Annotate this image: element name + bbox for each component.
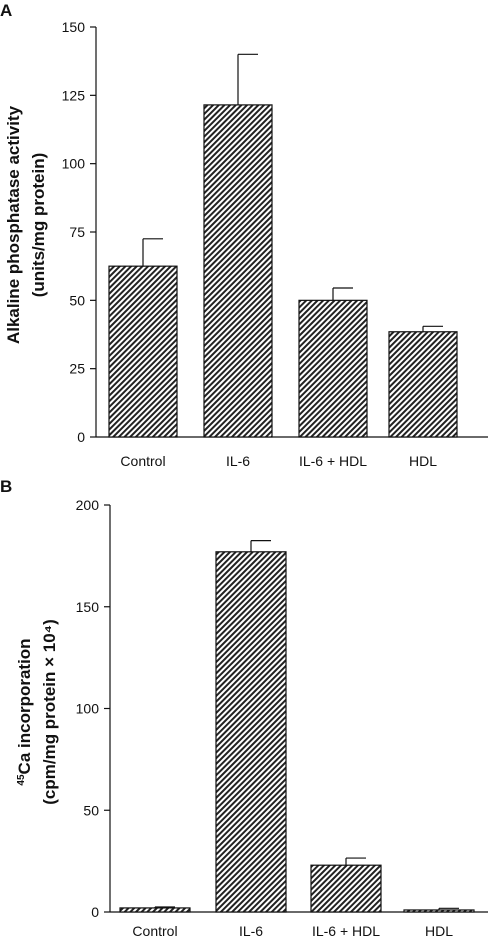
panel-b-category-label: HDL [425,923,453,939]
panel-a-y-tick-label: 0 [77,429,85,445]
panel-a-category-label: HDL [409,453,437,469]
panel-a-y-tick-label: 25 [69,361,85,377]
panel-b-ylabel-superscript: 45 [16,774,27,786]
panel-a-bar [298,299,368,438]
panel-a-bars [108,53,458,438]
panel-b-bars [119,540,475,913]
panel-a-bar [388,331,458,438]
panel-b-ylabel-rest: Ca incorporation [15,638,34,774]
panel-b-chart: B 45Ca incorporation (cpm/mg protein × 1… [0,477,488,939]
panel-a-ylabel-line1: Alkaline phosphatase activity [4,105,23,344]
panel-b-ylabel-line1: 45Ca incorporation [15,638,34,785]
panel-b-y-tick-label: 150 [76,599,100,615]
panel-a-y-tick-label: 125 [62,87,86,103]
panel-b-bar [119,907,191,913]
panel-a-axes: 0 25 50 75 100 125 150 Control IL-6 IL-6 + HDL HDL [62,19,488,469]
panel-b-bar [215,551,287,913]
panel-b-ylabel-line2: (cpm/mg protein × 10⁴) [40,619,59,805]
panel-a-bar [203,104,273,438]
panel-a-y-tick-label: 100 [62,156,86,172]
panel-a-y-tick-label: 50 [69,292,85,308]
panel-b-y-tick-label: 50 [83,802,99,818]
panel-a-letter: A [0,1,12,20]
panel-a-chart: A Alkaline phosphatase activity (units/m… [0,1,488,469]
panel-a-y-tick-label: 150 [62,19,86,35]
panel-a-category-label: IL-6 [226,453,250,469]
panel-a-ylabel-line2: (units/mg protein) [29,153,48,297]
panel-b-category-label: Control [132,923,177,939]
panel-a-bar [108,265,178,438]
panel-b-category-label: IL-6 + HDL [312,923,380,939]
panel-b-y-tick-label: 100 [76,701,100,717]
panel-b-bar [310,864,382,913]
panel-b-category-label: IL-6 [239,923,263,939]
panel-b-bar [403,909,475,913]
panel-b-letter: B [0,477,12,496]
panel-b-axes: 0 50 100 150 200 Control IL-6 IL-6 + HDL HDL [76,497,488,939]
panel-b-y-tick-label: 0 [91,904,99,920]
panel-a-y-tick-label: 75 [69,224,85,240]
panel-b-y-tick-label: 200 [76,497,100,513]
panel-a-category-label: Control [120,453,165,469]
panel-a-category-label: IL-6 + HDL [299,453,367,469]
